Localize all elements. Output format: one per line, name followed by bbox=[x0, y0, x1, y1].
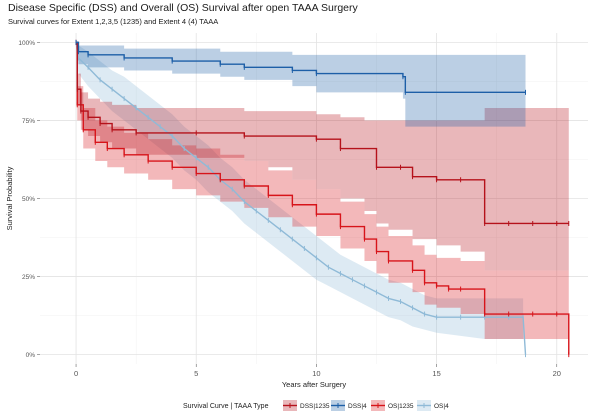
legend-entry-label: OS|4 bbox=[434, 403, 449, 410]
y-axis-label: Survival Probability bbox=[5, 166, 14, 230]
x-tick-label: 0 bbox=[74, 369, 78, 378]
censor-marks-dss-4 bbox=[75, 39, 527, 95]
survival-curves bbox=[75, 39, 570, 358]
chart-subtitle: Survival curves for Extent 1,2,3,5 (1235… bbox=[8, 17, 219, 26]
band-dss-1235 bbox=[76, 42, 569, 271]
x-tick-label: 15 bbox=[432, 369, 440, 378]
x-axis-label: Years after Surgery bbox=[282, 380, 347, 389]
y-tick-label: 0% bbox=[26, 352, 36, 359]
legend-entry-label: DSS|1235 bbox=[300, 403, 330, 410]
grid-layer bbox=[40, 33, 588, 364]
x-tick-label: 20 bbox=[553, 369, 561, 378]
y-tick-label: 100% bbox=[18, 40, 35, 47]
band-os-1235 bbox=[76, 42, 569, 340]
band-dss-4 bbox=[76, 42, 526, 127]
legend: Survival Curve | TAAA Type DSS|1235 DSS|4 O… bbox=[183, 400, 449, 411]
axis-ticks: 0 5 10 15 20 0% 25% 50% 75% 100% bbox=[18, 40, 561, 378]
y-tick-label: 25% bbox=[22, 274, 35, 281]
censor-marks-os-1235 bbox=[75, 39, 570, 358]
legend-entry-label: OS|1235 bbox=[388, 403, 414, 410]
confidence-bands bbox=[76, 42, 569, 340]
chart-title: Disease Specific (DSS) and Overall (OS) … bbox=[8, 2, 358, 14]
legend-title: Survival Curve | TAAA Type bbox=[183, 403, 269, 410]
y-tick-label: 50% bbox=[22, 196, 35, 203]
legend-entry-label: DSS|4 bbox=[348, 403, 367, 410]
band-os-4 bbox=[76, 42, 524, 340]
x-tick-label: 5 bbox=[194, 369, 198, 378]
y-tick-label: 75% bbox=[22, 118, 35, 125]
axis-labels: Years after Surgery Survival Probability bbox=[5, 166, 346, 389]
x-tick-label: 10 bbox=[312, 369, 320, 378]
